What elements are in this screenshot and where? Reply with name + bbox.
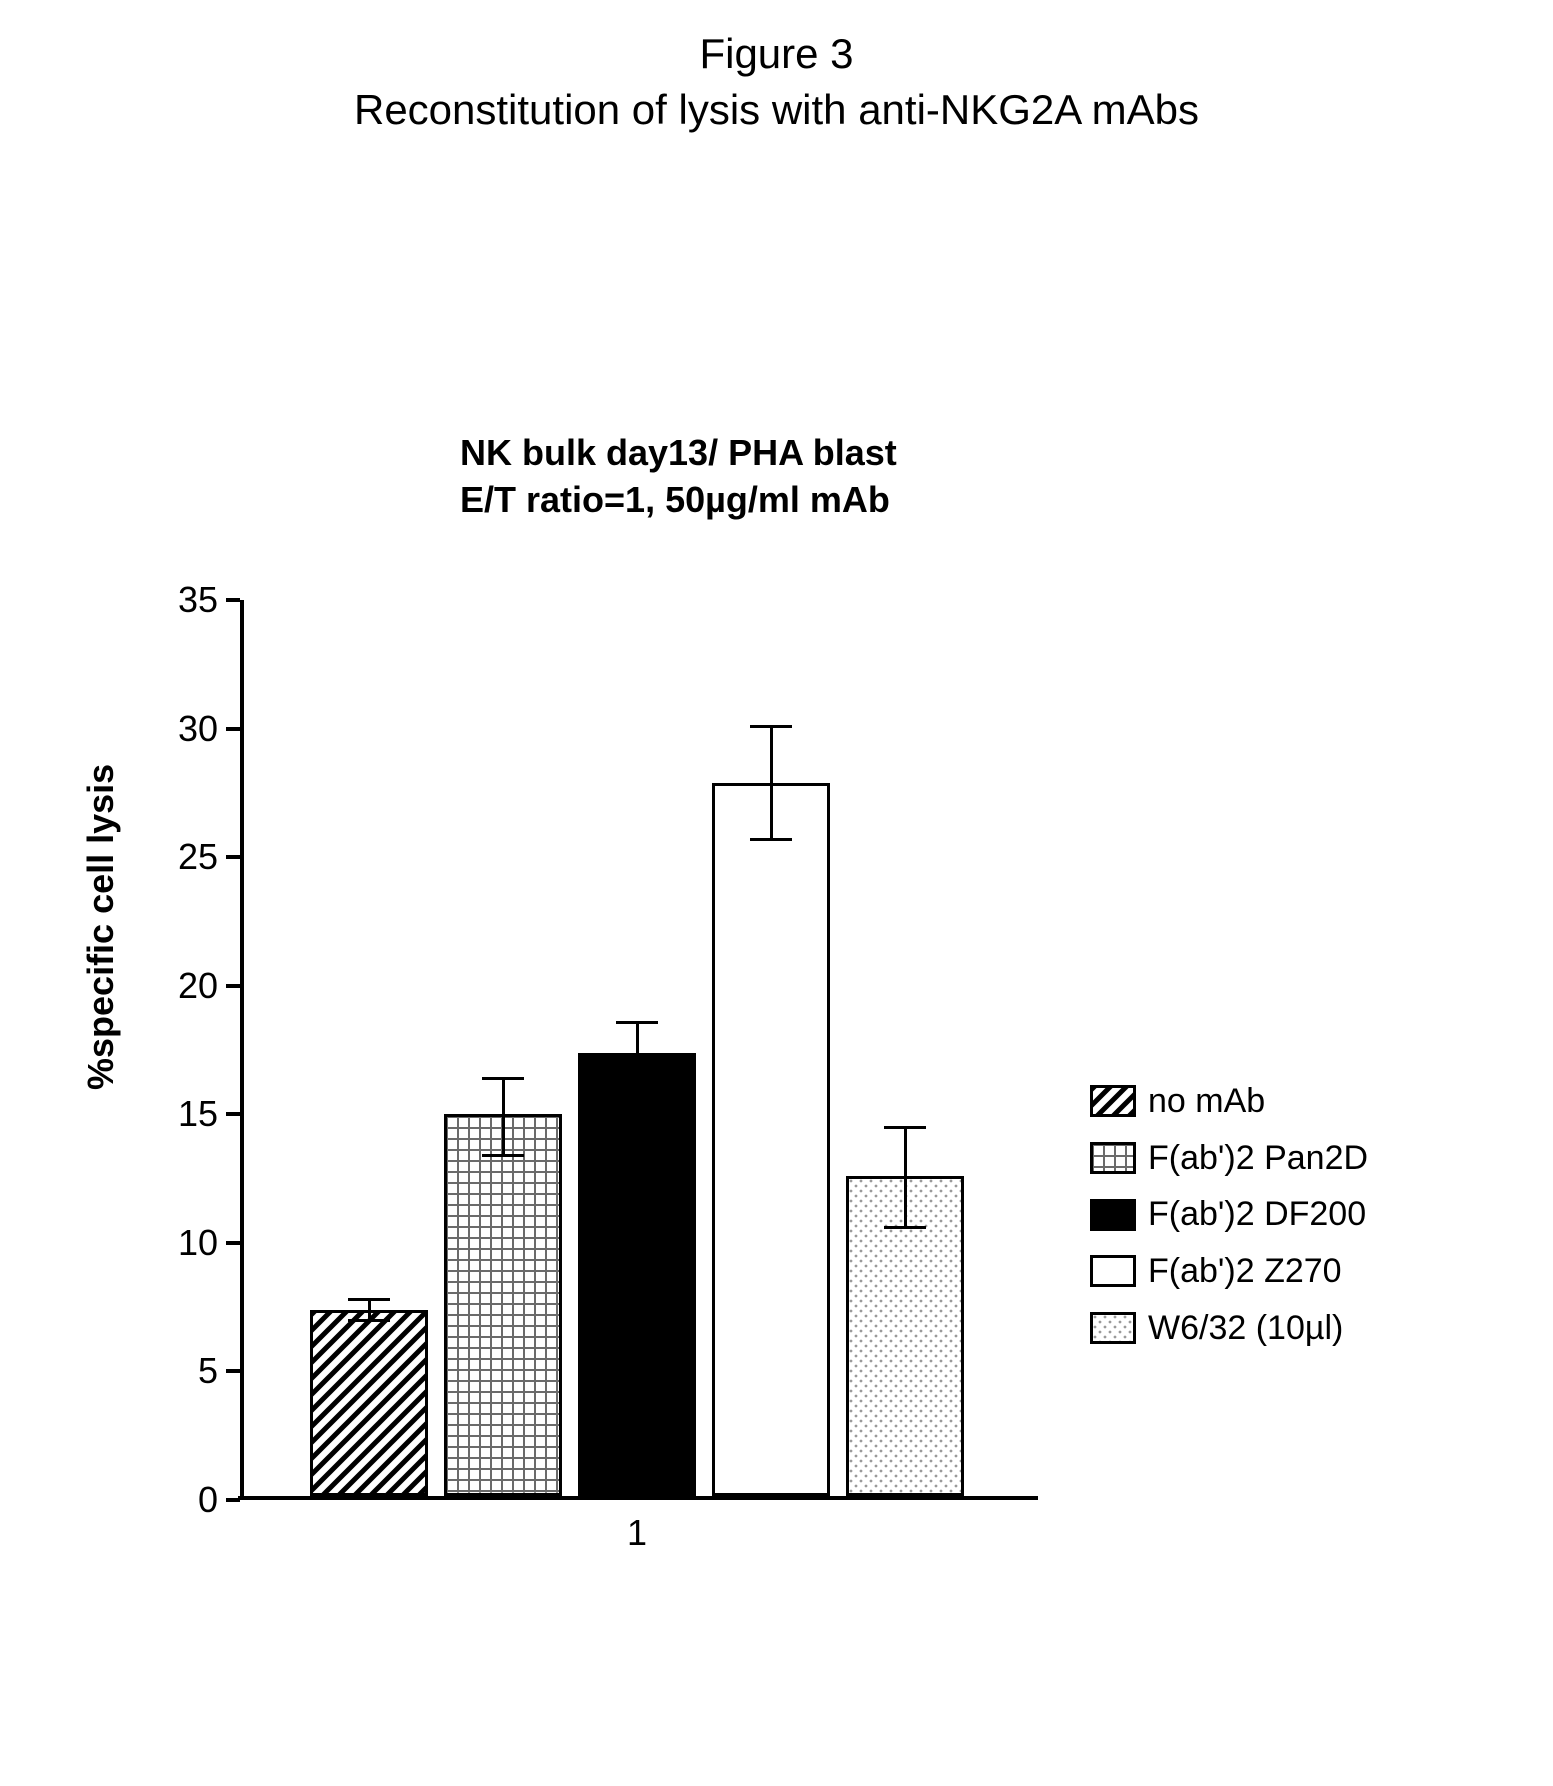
error-bar xyxy=(636,1022,639,1079)
y-axis xyxy=(240,600,244,1500)
legend-item: W6/32 (10µl) xyxy=(1090,1302,1368,1355)
y-tick xyxy=(226,1241,240,1245)
bar xyxy=(712,783,830,1496)
y-tick xyxy=(226,1498,240,1502)
error-cap xyxy=(348,1319,390,1322)
legend-item: F(ab')2 Z270 xyxy=(1090,1245,1368,1298)
legend-label: F(ab')2 DF200 xyxy=(1148,1188,1366,1241)
error-cap xyxy=(616,1077,658,1080)
plot-area: 05101520253035 1 xyxy=(240,600,1040,1500)
x-axis-label: 1 xyxy=(627,1512,647,1554)
y-tick-label: 30 xyxy=(178,708,218,750)
error-cap xyxy=(482,1154,524,1157)
y-tick-label: 10 xyxy=(178,1222,218,1264)
error-cap xyxy=(616,1021,658,1024)
y-axis-label: %specific cell lysis xyxy=(80,764,122,1090)
error-bar xyxy=(502,1078,505,1155)
error-cap xyxy=(750,725,792,728)
chart-title-line1: NK bulk day13/ PHA blast xyxy=(460,432,897,473)
legend-swatch xyxy=(1090,1142,1136,1174)
legend-label: F(ab')2 Pan2D xyxy=(1148,1132,1368,1185)
y-tick xyxy=(226,1369,240,1373)
bar xyxy=(578,1053,696,1496)
error-cap xyxy=(884,1226,926,1229)
error-cap xyxy=(348,1298,390,1301)
legend: no mAbF(ab')2 Pan2DF(ab')2 DF200F(ab')2 … xyxy=(1090,1075,1368,1358)
legend-item: F(ab')2 DF200 xyxy=(1090,1188,1368,1241)
figure-root: Figure 3 Reconstitution of lysis with an… xyxy=(0,0,1553,1786)
y-tick-label: 15 xyxy=(178,1093,218,1135)
y-tick xyxy=(226,727,240,731)
error-cap xyxy=(750,838,792,841)
y-tick-label: 35 xyxy=(178,579,218,621)
y-tick-label: 20 xyxy=(178,965,218,1007)
chart-title: NK bulk day13/ PHA blast E/T ratio=1, 50µ… xyxy=(460,430,897,524)
y-tick xyxy=(226,598,240,602)
legend-label: no mAb xyxy=(1148,1075,1265,1128)
chart-title-line2: E/T ratio=1, 50µg/ml mAb xyxy=(460,479,890,520)
error-cap xyxy=(884,1126,926,1129)
bar xyxy=(310,1310,428,1496)
error-bar xyxy=(770,726,773,839)
error-bar xyxy=(904,1127,907,1227)
y-tick-label: 25 xyxy=(178,836,218,878)
error-bar xyxy=(368,1299,371,1320)
legend-swatch xyxy=(1090,1085,1136,1117)
y-tick xyxy=(226,1112,240,1116)
y-tick-label: 0 xyxy=(198,1479,218,1521)
legend-label: W6/32 (10µl) xyxy=(1148,1302,1343,1355)
y-tick-label: 5 xyxy=(198,1350,218,1392)
y-tick xyxy=(226,984,240,988)
legend-item: F(ab')2 Pan2D xyxy=(1090,1132,1368,1185)
legend-swatch xyxy=(1090,1199,1136,1231)
legend-label: F(ab')2 Z270 xyxy=(1148,1245,1342,1298)
figure-caption: Reconstitution of lysis with anti-NKG2A … xyxy=(0,86,1553,134)
error-cap xyxy=(482,1077,524,1080)
bar xyxy=(444,1114,562,1496)
x-axis xyxy=(238,1496,1038,1500)
figure-number: Figure 3 xyxy=(0,30,1553,78)
legend-swatch xyxy=(1090,1255,1136,1287)
y-tick xyxy=(226,855,240,859)
legend-swatch xyxy=(1090,1312,1136,1344)
legend-item: no mAb xyxy=(1090,1075,1368,1128)
